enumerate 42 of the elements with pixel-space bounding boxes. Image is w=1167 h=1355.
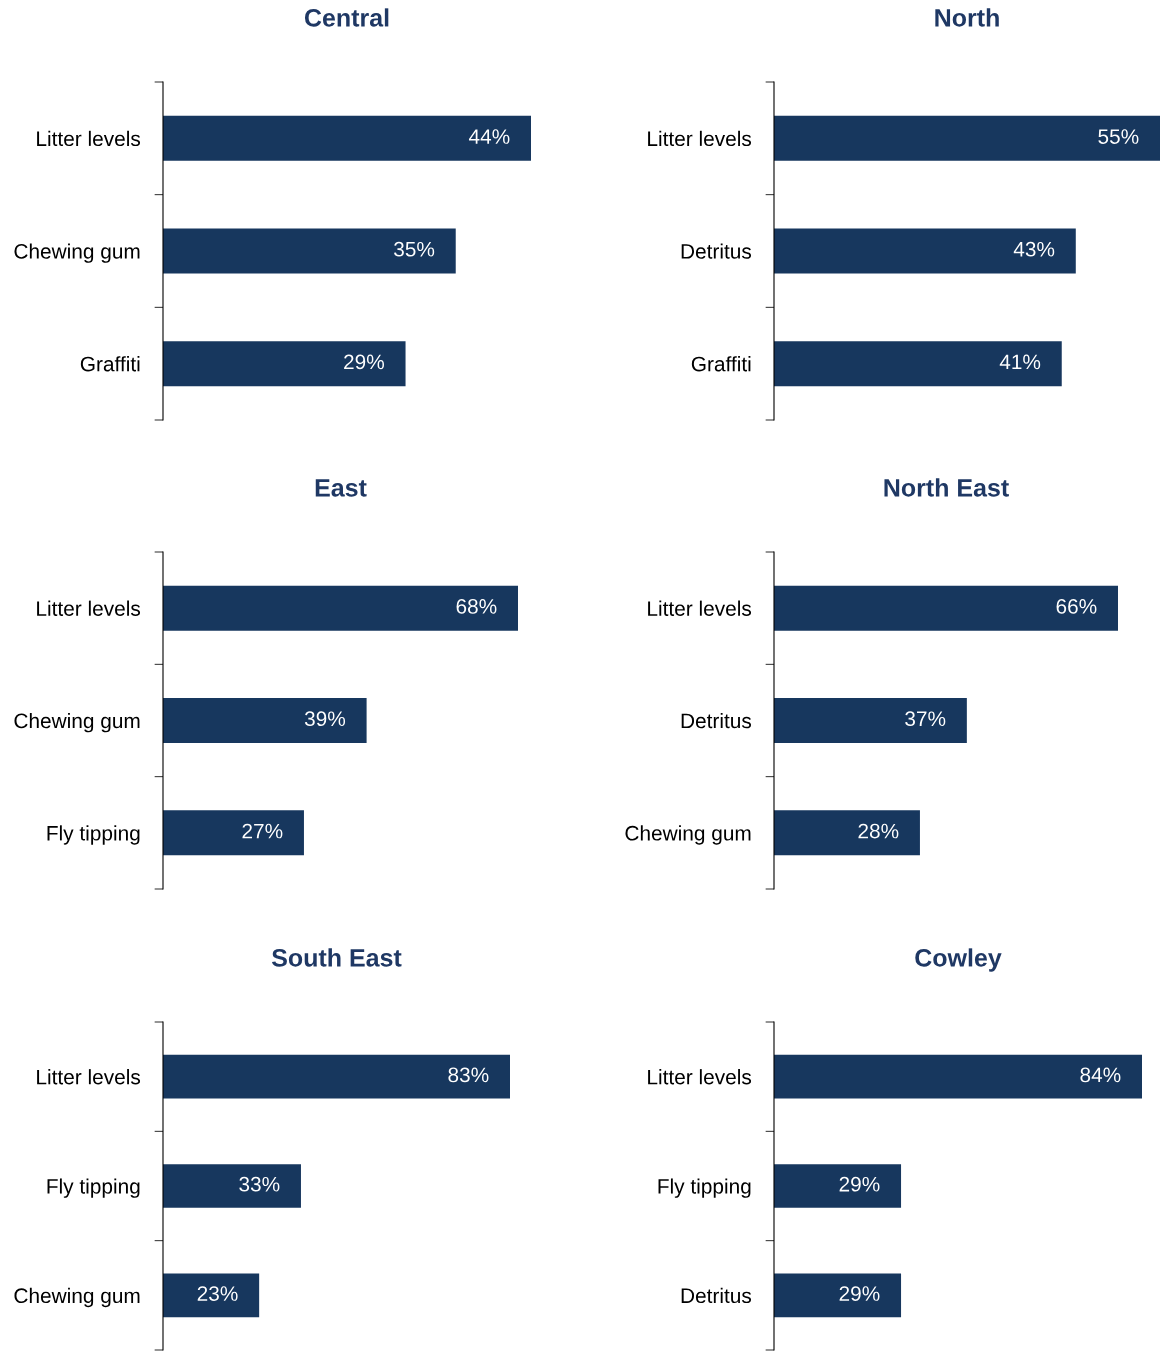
chart-title: South East bbox=[271, 948, 402, 967]
data-label: 83% bbox=[448, 1067, 489, 1083]
y-tick-label: Litter levels bbox=[37, 600, 141, 616]
data-label: 44% bbox=[468, 129, 510, 144]
data-label: 27% bbox=[242, 823, 283, 839]
data-label: 55% bbox=[1098, 129, 1139, 144]
y-tick-label: Detritus bbox=[681, 712, 752, 729]
y-tick-label: Chewing gum bbox=[14, 1287, 140, 1308]
data-label: 28% bbox=[858, 823, 899, 839]
data-label: 29% bbox=[344, 354, 384, 370]
y-tick-label: Litter levels bbox=[37, 130, 141, 147]
y-tick-label: Fly tipping bbox=[658, 1178, 751, 1198]
data-label: 39% bbox=[304, 711, 346, 727]
data-label: 29% bbox=[839, 1176, 880, 1192]
chart-title: North East bbox=[884, 478, 1009, 497]
y-tick-label: Graffiti bbox=[691, 356, 751, 372]
data-label: 29% bbox=[839, 1286, 880, 1301]
chart-title: North bbox=[935, 8, 999, 27]
data-label: 35% bbox=[394, 241, 435, 257]
y-tick-label: Litter levels bbox=[648, 600, 752, 616]
data-label: 41% bbox=[999, 354, 1041, 370]
chart-title: East bbox=[315, 479, 367, 497]
y-tick-label: Detritus bbox=[681, 1287, 752, 1304]
y-tick-label: Chewing gum bbox=[14, 243, 140, 263]
y-tick-label: Litter levels bbox=[648, 130, 752, 147]
y-tick-label: Graffiti bbox=[80, 356, 140, 372]
data-label: 66% bbox=[1056, 599, 1097, 614]
y-tick-label: Litter levels bbox=[37, 1069, 141, 1085]
data-label: 68% bbox=[456, 599, 497, 614]
chart-title: Cowley bbox=[915, 948, 1002, 972]
y-tick-label: Detritus bbox=[681, 243, 752, 259]
data-label: 23% bbox=[197, 1286, 238, 1301]
y-tick-label: Chewing gum bbox=[625, 825, 751, 845]
chart-title: Central bbox=[304, 8, 389, 27]
data-label: 37% bbox=[905, 711, 946, 727]
data-label: 84% bbox=[1080, 1067, 1121, 1083]
y-tick-label: Fly tipping bbox=[47, 1178, 140, 1198]
data-label: 43% bbox=[1013, 241, 1055, 257]
y-tick-label: Chewing gum bbox=[14, 712, 140, 733]
y-tick-label: Fly tipping bbox=[47, 825, 140, 845]
y-tick-label: Litter levels bbox=[648, 1069, 752, 1085]
data-label: 33% bbox=[239, 1176, 280, 1192]
